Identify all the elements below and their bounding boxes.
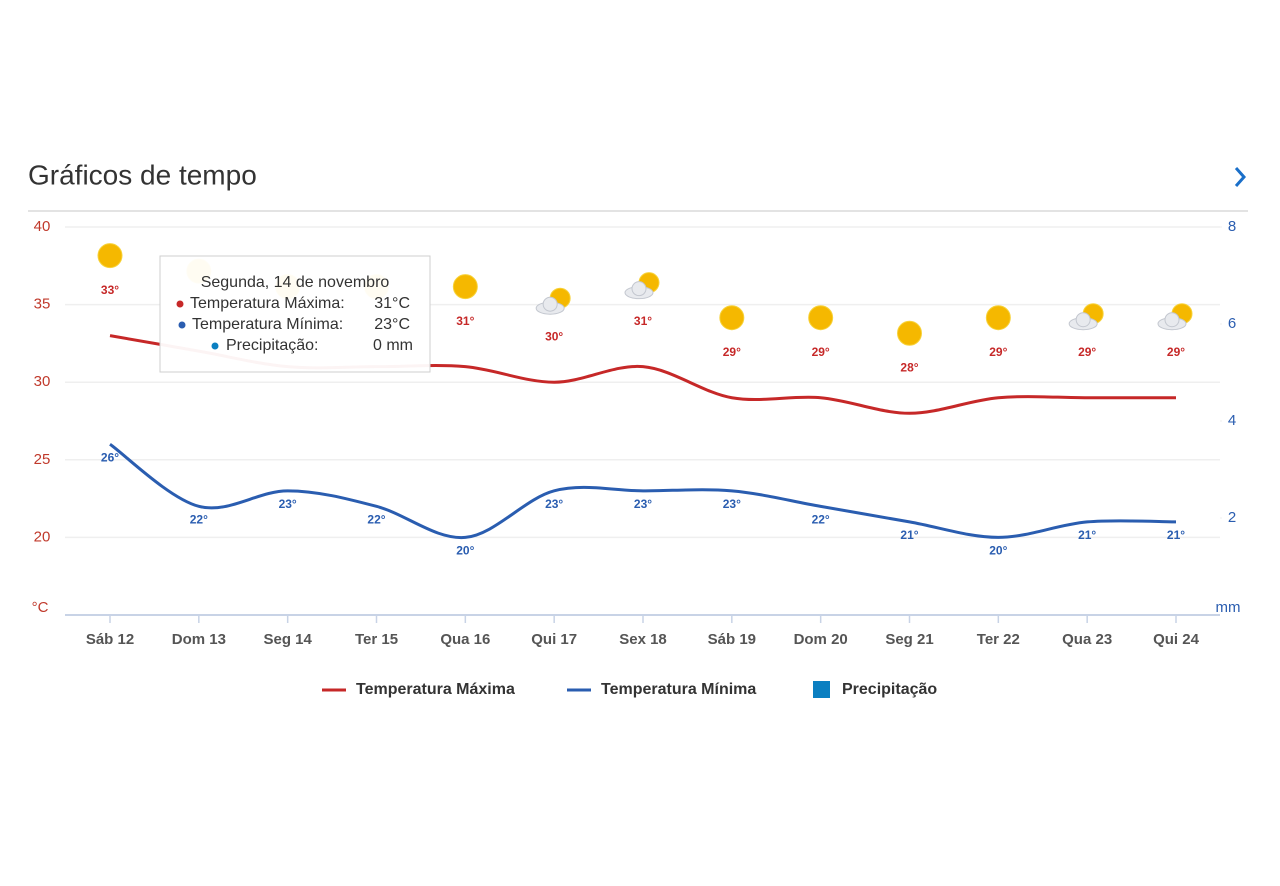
weather-icon: [624, 272, 660, 300]
data-label: 21°: [1078, 528, 1096, 542]
chart-title: Gráficos de tempo: [28, 159, 257, 190]
cloud: [542, 296, 558, 312]
data-label: 29°: [1078, 345, 1096, 359]
y2-tick-label: 8: [1228, 218, 1236, 235]
x-tick-label: Seg 21: [885, 631, 933, 648]
tooltip-box: [159, 255, 431, 373]
data-label: 22°: [190, 513, 208, 527]
data-label: 29°: [723, 345, 741, 359]
data-label: 30°: [545, 329, 563, 343]
y-tick-label: 40: [34, 218, 51, 235]
tooltip-dot: [176, 300, 184, 308]
data-label: 23°: [545, 497, 563, 511]
x-tick-label: Seg 14: [263, 631, 312, 648]
data-label: 29°: [1167, 345, 1185, 359]
tooltip: Segunda, 14 de novembro Temperatura Máxim…: [159, 255, 431, 373]
legend-label: Temperatura Mínima: [601, 681, 756, 698]
data-label: 29°: [812, 345, 830, 359]
x-tick-label: Sex 18: [619, 631, 667, 648]
data-label: 33°: [101, 283, 119, 297]
weather-icon: [897, 320, 922, 346]
x-tick-label: Qua 16: [440, 631, 490, 648]
y-tick-label: 20: [34, 528, 51, 545]
x-tick-label: Qui 24: [1153, 631, 1200, 648]
data-label: 20°: [456, 544, 474, 558]
y-axis-unit: °C: [32, 599, 49, 616]
x-tick-label: Qui 17: [531, 631, 577, 648]
x-tick-label: Ter 15: [355, 631, 398, 648]
tooltip-label: Temperatura Mínima:: [192, 316, 343, 333]
data-label: 29°: [989, 345, 1007, 359]
data-label: 21°: [1167, 528, 1185, 542]
x-tick-label: Dom 20: [794, 631, 848, 648]
weather-icon: [97, 243, 123, 269]
sun: [97, 243, 123, 269]
x-tick-label: Qua 23: [1062, 631, 1112, 648]
cloud: [1164, 312, 1180, 328]
data-label: 26°: [101, 450, 119, 464]
tooltip-dot: [178, 321, 186, 329]
cloud: [1075, 312, 1091, 328]
tooltip-value: 31°C: [374, 295, 410, 312]
weather-icon: [535, 287, 571, 315]
x-tick-label: Sáb 19: [708, 631, 756, 648]
weather-icon: [808, 305, 834, 331]
x-tick-label: Ter 22: [977, 631, 1020, 648]
tooltip-title: Segunda, 14 de novembro: [201, 274, 390, 291]
data-label: 23°: [634, 497, 652, 511]
y-tick-label: 35: [34, 296, 51, 313]
y-tick-label: 25: [34, 451, 51, 468]
legend-item[interactable]: Temperatura Máxima: [322, 681, 515, 698]
legend-item[interactable]: Precipitação: [813, 681, 937, 698]
x-tick-label: Dom 13: [172, 631, 226, 648]
y-tick-label: 30: [34, 373, 51, 390]
y2-tick-label: 6: [1228, 315, 1236, 332]
legend-item[interactable]: Temperatura Mínima: [567, 681, 756, 698]
tooltip-dot: [211, 342, 219, 350]
data-label: 22°: [812, 513, 830, 527]
data-label: 22°: [367, 513, 385, 527]
weather-icon: [719, 305, 745, 331]
legend-label: Precipitação: [842, 681, 937, 698]
data-label: 31°: [456, 314, 474, 328]
data-label: 23°: [279, 497, 297, 511]
y2-tick-label: 2: [1228, 509, 1236, 526]
data-label: 21°: [900, 528, 918, 542]
line: [109, 443, 1177, 539]
weather-icon: [1157, 303, 1193, 331]
sun: [452, 274, 478, 300]
y2-tick-label: 4: [1228, 412, 1236, 429]
y2-axis-unit: mm: [1216, 599, 1241, 616]
cloud: [631, 281, 647, 297]
x-tick-label: Sáb 12: [86, 631, 134, 648]
legend-swatch: [813, 681, 830, 698]
sun: [719, 305, 745, 331]
tooltip-value: 23°C: [374, 316, 410, 333]
data-label: 20°: [989, 544, 1007, 558]
sun: [808, 305, 834, 331]
data-label: 23°: [723, 497, 741, 511]
tooltip-value: 0 mm: [373, 337, 413, 354]
weather-icon: [452, 274, 478, 300]
data-label: 28°: [900, 360, 918, 374]
legend-label: Temperatura Máxima: [356, 681, 515, 698]
tooltip-label: Temperatura Máxima:: [190, 295, 345, 312]
weather-icon: [985, 305, 1011, 331]
data-label: 31°: [634, 314, 652, 328]
sun: [897, 320, 922, 346]
sun: [985, 305, 1011, 331]
tooltip-label: Precipitação:: [226, 337, 319, 354]
weather-icon: [1068, 303, 1104, 331]
next-arrow[interactable]: [1234, 167, 1247, 187]
